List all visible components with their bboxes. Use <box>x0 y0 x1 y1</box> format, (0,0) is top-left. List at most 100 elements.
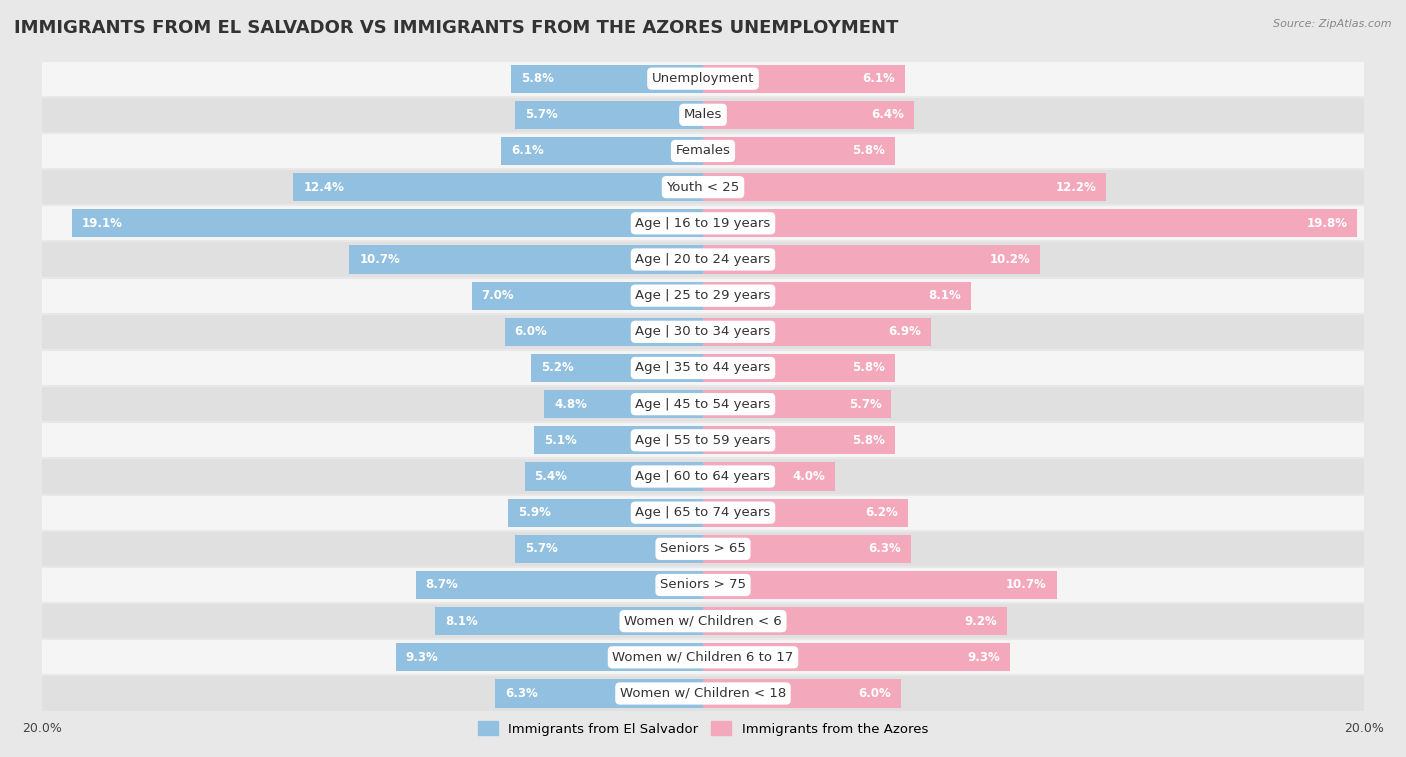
Bar <box>531 354 703 382</box>
Text: 8.1%: 8.1% <box>928 289 960 302</box>
Bar <box>505 318 703 346</box>
Text: 10.7%: 10.7% <box>360 253 401 266</box>
Bar <box>350 245 703 273</box>
Bar <box>42 386 1364 422</box>
Text: Women w/ Children < 18: Women w/ Children < 18 <box>620 687 786 700</box>
Text: Age | 20 to 24 years: Age | 20 to 24 years <box>636 253 770 266</box>
Bar <box>294 173 703 201</box>
Text: Age | 55 to 59 years: Age | 55 to 59 years <box>636 434 770 447</box>
Text: Age | 16 to 19 years: Age | 16 to 19 years <box>636 217 770 230</box>
Text: Age | 30 to 34 years: Age | 30 to 34 years <box>636 326 770 338</box>
Bar <box>703 64 904 93</box>
Bar <box>42 567 1364 603</box>
Text: Males: Males <box>683 108 723 121</box>
Bar <box>703 499 908 527</box>
Bar <box>703 209 1357 238</box>
Text: 5.7%: 5.7% <box>524 108 557 121</box>
Bar <box>703 534 911 563</box>
Bar <box>703 173 1107 201</box>
Bar <box>471 282 703 310</box>
Text: 6.9%: 6.9% <box>889 326 921 338</box>
Text: 19.8%: 19.8% <box>1306 217 1347 230</box>
Text: 4.8%: 4.8% <box>554 397 588 410</box>
Bar <box>42 169 1364 205</box>
Bar <box>703 679 901 708</box>
Text: 9.3%: 9.3% <box>405 651 439 664</box>
Bar <box>703 137 894 165</box>
Bar <box>42 603 1364 639</box>
Bar <box>703 571 1056 599</box>
Text: Women w/ Children < 6: Women w/ Children < 6 <box>624 615 782 628</box>
Text: 5.9%: 5.9% <box>517 506 551 519</box>
Text: Source: ZipAtlas.com: Source: ZipAtlas.com <box>1274 19 1392 29</box>
Bar <box>703 282 970 310</box>
Text: 8.1%: 8.1% <box>446 615 478 628</box>
Text: 10.7%: 10.7% <box>1005 578 1046 591</box>
Text: 12.2%: 12.2% <box>1056 181 1097 194</box>
Bar <box>515 101 703 129</box>
Bar <box>703 245 1040 273</box>
Bar <box>534 426 703 454</box>
Bar <box>72 209 703 238</box>
Bar <box>42 61 1364 97</box>
Text: 6.0%: 6.0% <box>859 687 891 700</box>
Text: 5.2%: 5.2% <box>541 362 574 375</box>
Text: Age | 35 to 44 years: Age | 35 to 44 years <box>636 362 770 375</box>
Bar <box>436 607 703 635</box>
Bar <box>544 390 703 419</box>
Bar <box>42 494 1364 531</box>
Bar <box>703 354 894 382</box>
Bar <box>42 97 1364 133</box>
Bar <box>524 463 703 491</box>
Text: 5.8%: 5.8% <box>852 434 884 447</box>
Text: Youth < 25: Youth < 25 <box>666 181 740 194</box>
Text: Seniors > 65: Seniors > 65 <box>659 542 747 556</box>
Text: Unemployment: Unemployment <box>652 72 754 85</box>
Bar <box>42 675 1364 712</box>
Bar <box>703 101 914 129</box>
Text: 6.1%: 6.1% <box>512 145 544 157</box>
Text: 4.0%: 4.0% <box>793 470 825 483</box>
Text: 6.0%: 6.0% <box>515 326 547 338</box>
Bar <box>42 350 1364 386</box>
Text: 9.3%: 9.3% <box>967 651 1001 664</box>
Text: 5.8%: 5.8% <box>852 362 884 375</box>
Bar <box>703 643 1011 671</box>
Bar <box>703 426 894 454</box>
Bar <box>703 463 835 491</box>
Bar <box>42 459 1364 494</box>
Text: 5.8%: 5.8% <box>852 145 884 157</box>
Text: 6.1%: 6.1% <box>862 72 894 85</box>
Bar <box>703 318 931 346</box>
Bar <box>508 499 703 527</box>
Bar <box>42 531 1364 567</box>
Text: 5.8%: 5.8% <box>522 72 554 85</box>
Text: 6.3%: 6.3% <box>505 687 537 700</box>
Text: 5.7%: 5.7% <box>524 542 557 556</box>
Text: Age | 45 to 54 years: Age | 45 to 54 years <box>636 397 770 410</box>
Text: 5.1%: 5.1% <box>544 434 576 447</box>
Text: 7.0%: 7.0% <box>482 289 515 302</box>
Bar <box>416 571 703 599</box>
Bar <box>42 313 1364 350</box>
Text: 19.1%: 19.1% <box>82 217 122 230</box>
Text: 5.7%: 5.7% <box>849 397 882 410</box>
Text: 9.2%: 9.2% <box>965 615 997 628</box>
Bar <box>42 133 1364 169</box>
Bar <box>703 607 1007 635</box>
Text: Age | 65 to 74 years: Age | 65 to 74 years <box>636 506 770 519</box>
Text: 10.2%: 10.2% <box>990 253 1031 266</box>
Bar <box>395 643 703 671</box>
Bar <box>515 534 703 563</box>
Bar <box>42 241 1364 278</box>
Text: 8.7%: 8.7% <box>426 578 458 591</box>
Bar <box>42 422 1364 459</box>
Text: 6.3%: 6.3% <box>869 542 901 556</box>
Text: Age | 60 to 64 years: Age | 60 to 64 years <box>636 470 770 483</box>
Text: 6.4%: 6.4% <box>872 108 904 121</box>
Text: Females: Females <box>675 145 731 157</box>
Text: 5.4%: 5.4% <box>534 470 568 483</box>
Bar <box>502 137 703 165</box>
Text: IMMIGRANTS FROM EL SALVADOR VS IMMIGRANTS FROM THE AZORES UNEMPLOYMENT: IMMIGRANTS FROM EL SALVADOR VS IMMIGRANT… <box>14 19 898 37</box>
Bar <box>42 278 1364 313</box>
